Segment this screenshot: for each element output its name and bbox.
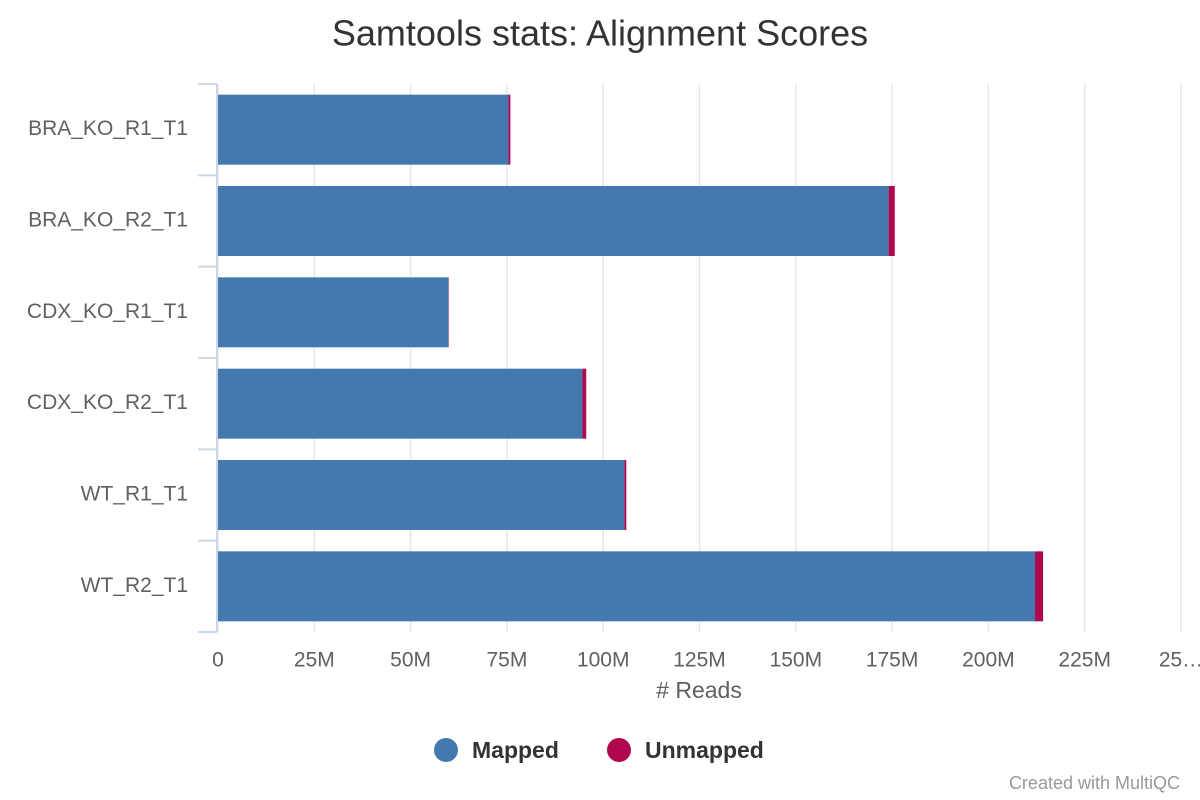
x-tick-label: 225M — [1058, 649, 1111, 672]
bar-segment — [1035, 551, 1044, 622]
x-tick-label: 100M — [577, 649, 630, 672]
y-tick-label: BRA_KO_R1_T1 — [28, 117, 188, 140]
x-tick-label: 25M — [294, 649, 335, 672]
bar-segment — [888, 186, 895, 256]
credit: Created with MultiQC — [1009, 773, 1180, 793]
bar-segment — [624, 460, 627, 530]
x-tick-label: 150M — [770, 649, 823, 672]
x-tick-label: 0 — [212, 649, 224, 672]
bar-segment — [218, 186, 889, 256]
bar-segment — [218, 551, 1036, 622]
y-tick-label: CDX_KO_R2_T1 — [27, 391, 188, 414]
x-tick-label: 200M — [962, 649, 1015, 672]
chart-title: Samtools stats: Alignment Scores — [332, 13, 868, 54]
legend-label: Mapped — [472, 737, 559, 763]
x-tick-label: 75M — [486, 649, 527, 672]
x-tick-label: 50M — [390, 649, 431, 672]
y-tick-label: BRA_KO_R2_T1 — [28, 209, 188, 232]
bar-segment — [582, 368, 587, 439]
legend-label: Unmapped — [645, 737, 764, 763]
y-tick-label: WT_R2_T1 — [81, 574, 188, 597]
bar-segment — [218, 277, 449, 348]
bar-segment — [218, 368, 583, 439]
x-tick-label: 125M — [673, 649, 726, 672]
x-tick-label: 25… — [1159, 649, 1200, 672]
legend-marker — [434, 738, 458, 762]
legend-marker — [607, 738, 631, 762]
bar-segment — [218, 460, 625, 530]
bar-segment — [508, 94, 511, 165]
y-tick-label: WT_R1_T1 — [81, 483, 188, 506]
x-axis-title: # Reads — [656, 677, 742, 703]
bar-segment — [218, 94, 509, 165]
x-tick-label: 175M — [866, 649, 919, 672]
y-tick-label: CDX_KO_R1_T1 — [27, 300, 188, 323]
